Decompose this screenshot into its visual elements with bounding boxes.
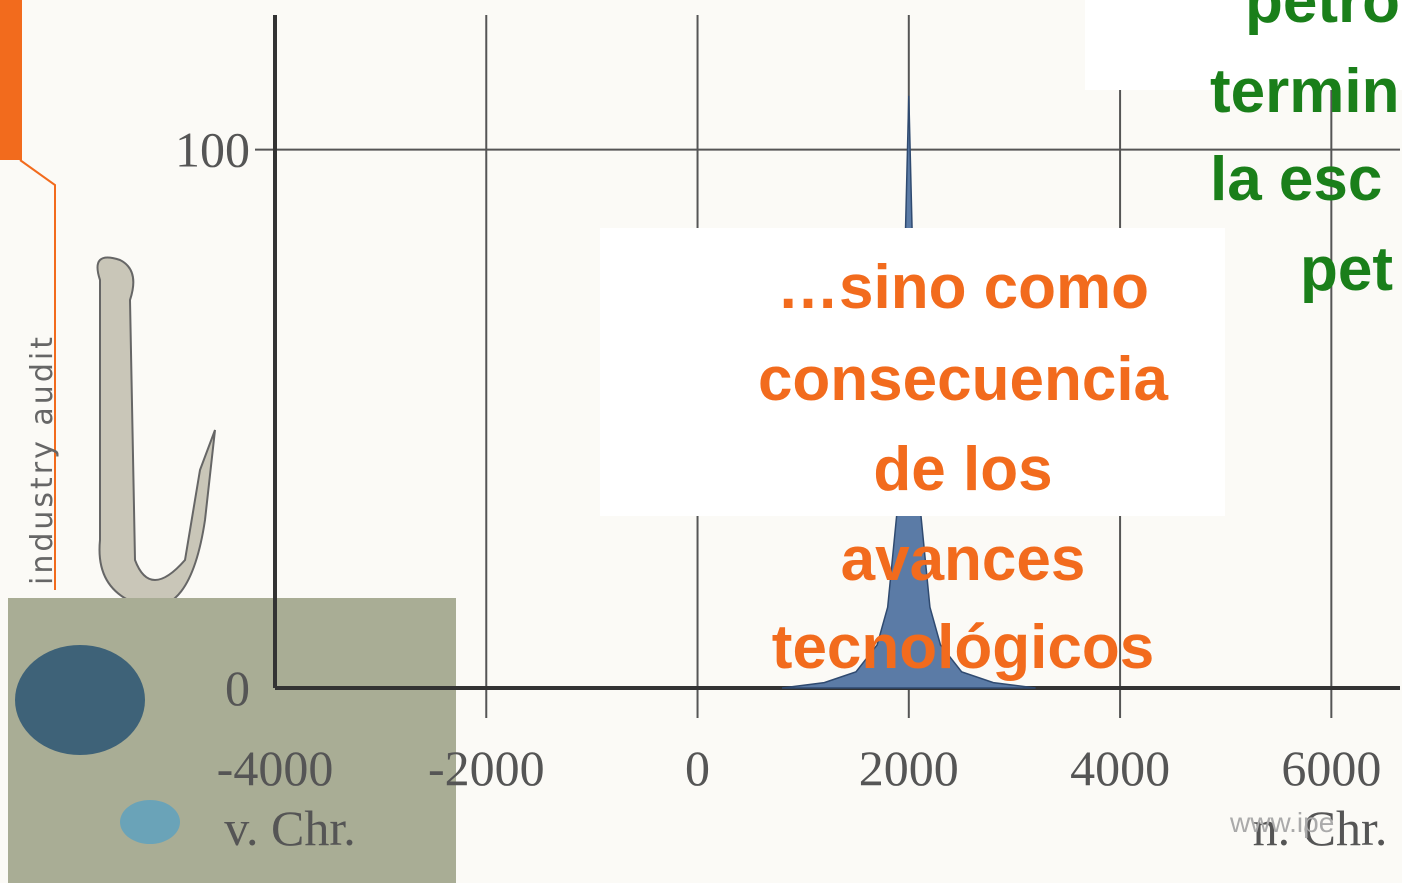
photo-object (15, 645, 145, 755)
y-tick-label: 0 (225, 660, 250, 716)
x-tick-label: 2000 (859, 740, 959, 796)
sidebar-bar (0, 0, 22, 160)
sidebar-text: industry audit (25, 334, 60, 585)
side-text: termin (1210, 57, 1399, 126)
sidebar-line (19, 159, 56, 590)
x-axis-label: v. Chr. (224, 800, 356, 856)
side-text: la esc (1210, 145, 1382, 214)
annotation-text: avances (841, 525, 1086, 594)
x-tick-label: 4000 (1070, 740, 1170, 796)
watermark: www.ipe (1229, 807, 1334, 838)
x-tick-label: 0 (685, 740, 710, 796)
side-text: pet (1300, 235, 1393, 304)
annotation-text: consecuencia (758, 345, 1169, 414)
x-tick-label: -4000 (217, 740, 334, 796)
text-backdrop (1085, 0, 1402, 90)
annotation-box (600, 228, 1225, 516)
annotation-text: …sino como (777, 253, 1149, 322)
annotation-text: de los (873, 435, 1052, 504)
photo-object (120, 800, 180, 844)
annotation-text: tecnológicos (772, 613, 1154, 682)
side-text: petro (1245, 0, 1400, 36)
x-tick-label: 6000 (1281, 740, 1381, 796)
x-axis-label: n. Chr. (1253, 800, 1388, 856)
y-tick-label: 100 (175, 122, 250, 178)
x-tick-label: -2000 (428, 740, 545, 796)
